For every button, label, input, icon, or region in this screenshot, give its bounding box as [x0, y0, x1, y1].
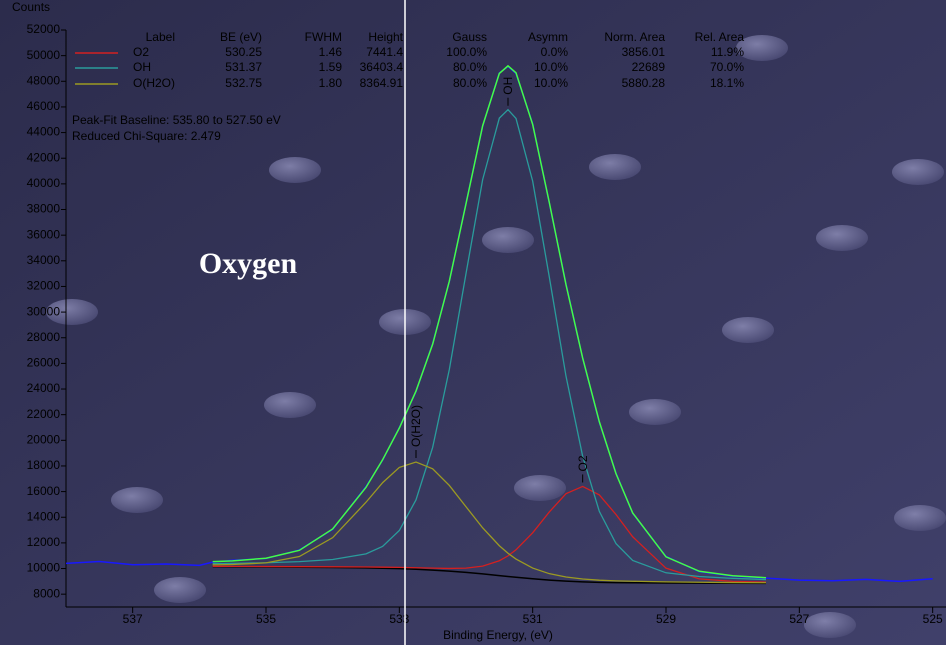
- y-tick-label: 28000: [27, 330, 61, 344]
- y-tick-label: 34000: [27, 253, 61, 267]
- y-tick-label: 16000: [27, 484, 61, 498]
- table-header: Label: [146, 30, 175, 44]
- peak-label: OH: [501, 77, 515, 95]
- table-cell: 18.1%: [710, 76, 744, 90]
- y-tick-label: 26000: [27, 356, 61, 370]
- table-cell: 0.0%: [541, 45, 569, 59]
- y-tick-label: 52000: [27, 22, 61, 36]
- table-header: FWHM: [305, 30, 342, 44]
- x-tick-label: 531: [523, 612, 543, 626]
- table-cell: 22689: [632, 60, 666, 74]
- series-line: [212, 565, 767, 585]
- annotation: Peak-Fit Baseline: 535.80 to 527.50 eV: [72, 113, 281, 127]
- table-cell: 531.37: [225, 60, 262, 74]
- table-cell: 36403.4: [360, 60, 404, 74]
- y-tick-label: 44000: [27, 125, 61, 139]
- table-cell: 530.25: [225, 45, 262, 59]
- legend-label: O(H2O): [133, 76, 175, 90]
- y-tick-label: 48000: [27, 73, 61, 87]
- peak-label: O2: [576, 455, 590, 471]
- plot-area: [66, 64, 933, 585]
- table-cell: 7441.4: [366, 45, 403, 59]
- table-cell: 8364.91: [360, 76, 404, 90]
- table-cell: 532.75: [225, 76, 262, 90]
- table-cell: 5880.28: [622, 76, 666, 90]
- y-tick-label: 12000: [27, 535, 61, 549]
- table-header: Rel. Area: [695, 30, 745, 44]
- x-tick-label: 527: [789, 612, 809, 626]
- table-cell: 10.0%: [534, 76, 568, 90]
- y-tick-label: 20000: [27, 432, 61, 446]
- component-line: [212, 461, 767, 584]
- legend-label: OH: [133, 60, 151, 74]
- y-axis-label: Counts: [12, 0, 50, 14]
- x-tick-label: 529: [656, 612, 676, 626]
- x-tick-label: 525: [923, 612, 943, 626]
- y-tick-label: 36000: [27, 227, 61, 241]
- table-header: Gauss: [452, 30, 487, 44]
- annotation: Reduced Chi-Square: 2.479: [72, 129, 221, 143]
- x-tick-label: 533: [389, 612, 409, 626]
- legend-label: O2: [133, 45, 149, 59]
- table-header: BE (eV): [220, 30, 262, 44]
- y-tick-label: 14000: [27, 509, 61, 523]
- sample-label: Oxygen: [199, 247, 298, 280]
- series-line: [212, 64, 767, 579]
- table-header: Norm. Area: [604, 30, 665, 44]
- y-tick-label: 24000: [27, 381, 61, 395]
- decoration: [46, 35, 946, 638]
- table-cell: 70.0%: [710, 60, 744, 74]
- x-axis-label: Binding Energy, (eV): [443, 628, 553, 642]
- y-tick-label: 32000: [27, 279, 61, 293]
- x-tick-label: 535: [256, 612, 276, 626]
- component-line: [212, 108, 767, 581]
- table-cell: 100.0%: [446, 45, 487, 59]
- y-tick-label: 50000: [27, 48, 61, 62]
- y-tick-label: 42000: [27, 150, 61, 164]
- peak-label: O(H2O): [409, 405, 423, 447]
- table-header: Height: [368, 30, 403, 44]
- table-cell: 80.0%: [453, 76, 487, 90]
- table-cell: 1.46: [319, 45, 343, 59]
- y-tick-label: 40000: [27, 176, 61, 190]
- y-tick-label: 18000: [27, 458, 61, 472]
- table-cell: 80.0%: [453, 60, 487, 74]
- component-line: [212, 485, 767, 583]
- y-tick-label: 46000: [27, 99, 61, 113]
- table-cell: 1.80: [319, 76, 343, 90]
- y-tick-label: 22000: [27, 407, 61, 421]
- overlay: 8000 10000 12000 14000 16000 18000 20000 22000 2…: [27, 22, 943, 626]
- table-cell: 1.59: [319, 60, 343, 74]
- y-tick-label: 30000: [27, 304, 61, 318]
- table-cell: 10.0%: [534, 60, 568, 74]
- table-cell: 3856.01: [622, 45, 666, 59]
- x-tick-label: 537: [123, 612, 143, 626]
- table-header: Asymm: [528, 30, 568, 44]
- y-tick-label: 10000: [27, 561, 61, 575]
- y-tick-label: 8000: [33, 586, 60, 600]
- y-tick-label: 38000: [27, 202, 61, 216]
- table-cell: 11.9%: [711, 45, 744, 59]
